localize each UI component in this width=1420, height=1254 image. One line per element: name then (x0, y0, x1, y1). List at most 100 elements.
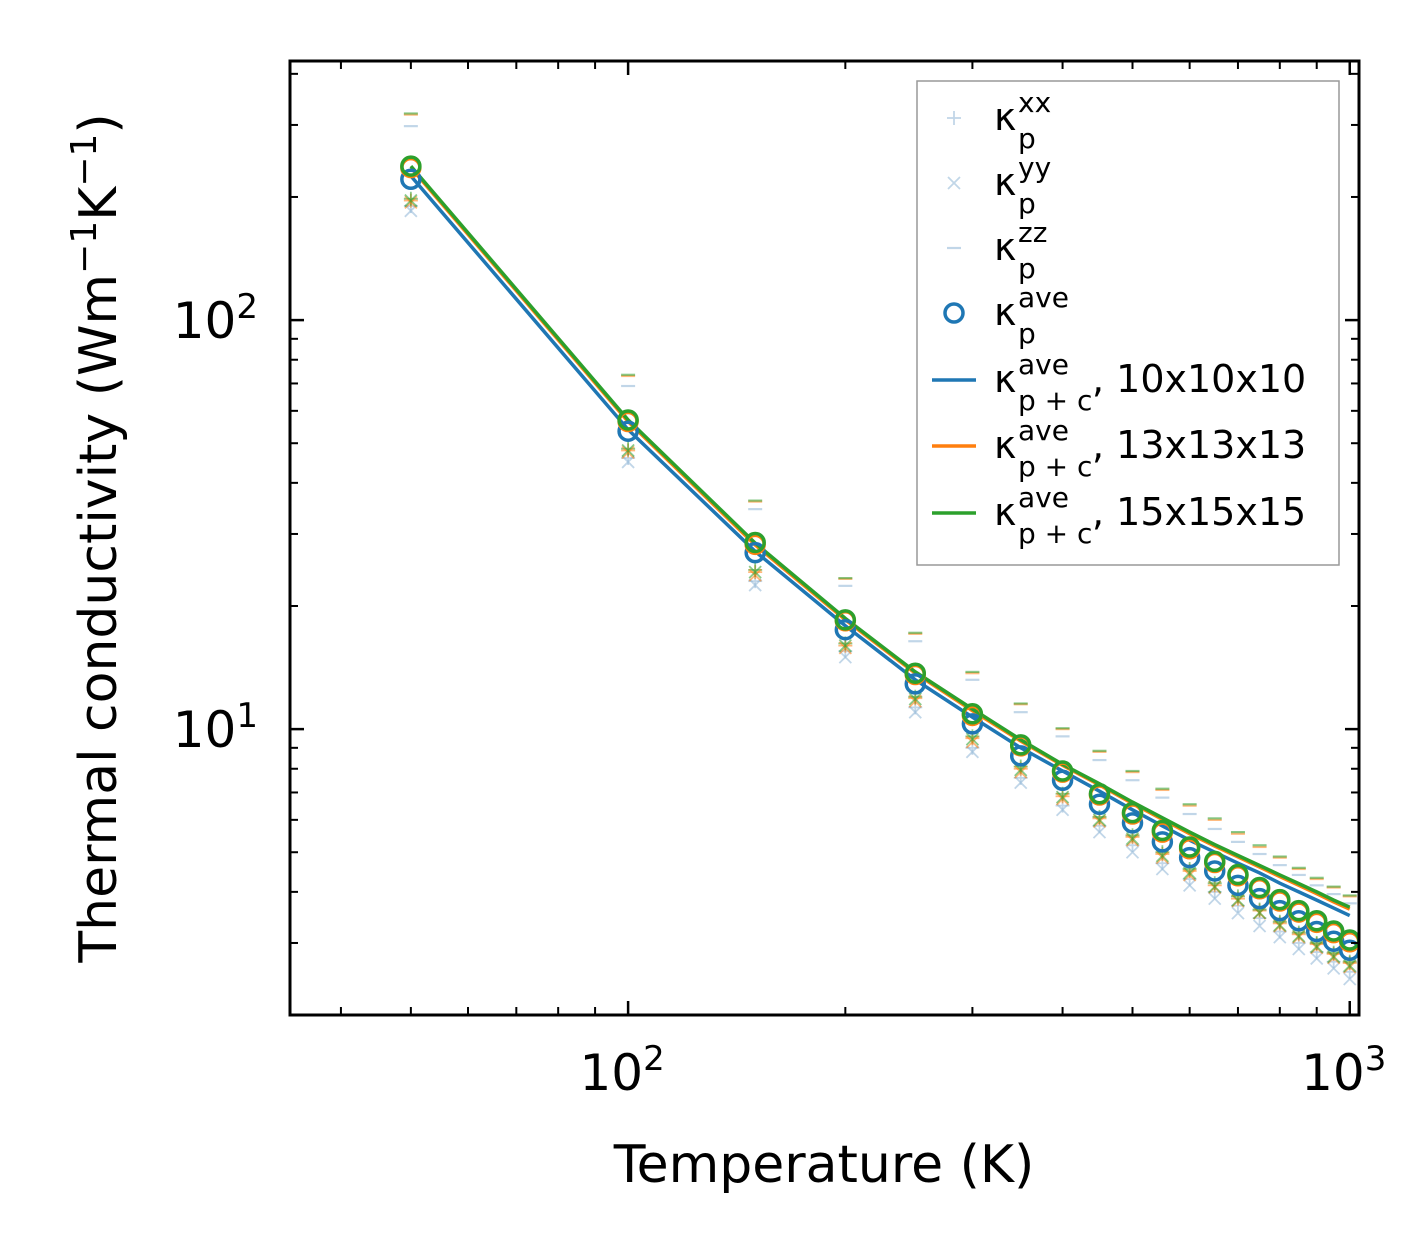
legend-label-symbol: κ (994, 490, 1016, 534)
kappa_p_yy-point (748, 565, 762, 579)
kappa-ave-point-10x10x10 (744, 541, 766, 564)
kappa-ave-point-10x10x10 (904, 673, 927, 695)
kappa_p_yy-point (748, 578, 762, 592)
kappa_p_yy-point (621, 443, 635, 458)
legend-label-sup: yy (1018, 151, 1051, 184)
kappa-ave-point-10x10x10 (1009, 745, 1032, 767)
kappa_p_yy-point (1155, 851, 1170, 865)
y-tick-label-exp: 1 (236, 696, 258, 736)
plot-frame (288, 59, 1361, 1017)
y-axis-label-main: Thermal conductivity (Wm (69, 274, 129, 964)
legend-label-suffix: , 13x13x13 (1092, 423, 1306, 467)
legend-label-symbol: κ (994, 423, 1016, 467)
line-15x15x15 (409, 164, 1351, 909)
legend-label-sup: ave (1018, 414, 1069, 447)
legend-label-sub: p (1018, 122, 1036, 155)
kappa_p_yy-point (1055, 803, 1070, 817)
legend-label: κzz p (994, 216, 1047, 285)
legend-label-sub: p + c (1018, 384, 1092, 417)
kappa_p_yy-point (1092, 814, 1107, 828)
legend-label-suffix: , 15x15x15 (1092, 490, 1306, 534)
kappa_p_yy-point (404, 193, 418, 208)
y-axis-label-exp-2: −1 (64, 134, 105, 187)
legend-label: κave p + c, 10x10x10 (994, 348, 1306, 417)
kappa-ave-point-10x10x10 (1203, 860, 1226, 882)
kappa-ave-point-10x10x10 (1248, 887, 1271, 910)
kappa_p_yy-point (838, 638, 852, 653)
legend-entry: κzz p (947, 216, 1047, 285)
kappa_p_yy-point (1055, 790, 1070, 804)
legend-label-sup: zz (1018, 216, 1047, 249)
kappa-ave-point-10x10x10 (1178, 846, 1201, 869)
legend-label-sup: ave (1018, 481, 1069, 514)
legend-entry: κxx p (947, 86, 1051, 155)
kappa_p_yy-point (1208, 879, 1222, 894)
legend-label-sup: ave (1018, 348, 1069, 381)
kappa_p_yy-point (621, 445, 635, 459)
legend-label-sub: p + c (1018, 450, 1092, 483)
legend-label-symbol: κ (994, 225, 1016, 269)
kappa-ave-point-15x15x15 (1305, 909, 1328, 932)
kappa-ave-point-15x15x15 (1151, 819, 1174, 842)
kappa_p_yy-point (1183, 866, 1197, 880)
legend-label-sub: p (1018, 252, 1036, 285)
kappa_p_yy-point (908, 694, 922, 708)
kappa_p_yy-point (1014, 775, 1028, 790)
y-tick-label: 101 (173, 696, 258, 759)
legend-label: κave p + c, 15x15x15 (994, 481, 1306, 550)
legend-label-symbol: κ (994, 95, 1016, 139)
kappa_p_yy-point (1310, 951, 1324, 966)
kappa-ave-point-15x15x15 (1269, 888, 1291, 911)
kappa_p_yy-point (908, 692, 922, 706)
kappa-ave-point-15x15x15 (1227, 863, 1249, 886)
x-tick-label-base: 10 (1301, 1044, 1365, 1102)
kappa-ave-point-15x15x15 (1051, 760, 1074, 782)
kappa-ave-point-15x15x15 (1288, 899, 1310, 922)
legend-label: κave p (994, 281, 1069, 350)
kappa_p_yy-point (1092, 825, 1107, 839)
kappa_p_yy-point (1231, 893, 1245, 907)
kappa-ave-point-15x15x15 (904, 662, 927, 684)
kappa-ave-point-10x10x10 (1151, 831, 1174, 853)
x-tick-label-base: 10 (579, 1044, 643, 1102)
legend-label: κyy p (994, 151, 1051, 220)
legend-label-symbol: κ (994, 357, 1016, 401)
kappa-ave-point-10x10x10 (1088, 793, 1111, 816)
legend-marker-swatch (947, 111, 961, 125)
y-tick-label: 102 (173, 287, 258, 350)
legend-label: κave p + c, 13x13x13 (994, 414, 1306, 483)
kappa_p_yy-point (1292, 942, 1306, 956)
kappa_p_yy-point (1055, 792, 1070, 806)
kappa-ave-point-15x15x15 (1322, 920, 1345, 942)
x-tick-label-exp: 3 (1365, 1039, 1387, 1079)
x-tick-label: 103 (1301, 1039, 1386, 1102)
kappa_p_yy-point (1273, 930, 1287, 944)
kappa-ave-point-15x15x15 (1121, 801, 1144, 824)
kappa_p_yy-point (1343, 972, 1357, 986)
kappa_p_yy-point (1252, 919, 1267, 933)
kappa-ave-point-10x10x10 (1051, 769, 1074, 791)
kappa-ave-point-15x15x15 (1248, 876, 1271, 899)
kappa_p_yy-point (1343, 960, 1357, 974)
legend-label-sup: xx (1018, 86, 1051, 119)
kappa-ave-point-10x10x10 (400, 168, 422, 190)
kappa-ave-point-15x15x15 (1203, 850, 1226, 873)
kappa-ave-point-15x15x15 (1088, 782, 1111, 805)
legend-entry: κave p + c, 13x13x13 (932, 414, 1306, 483)
kappa-ave-point-15x15x15 (744, 531, 766, 554)
kappa_p_yy-point (621, 455, 635, 469)
legend-entry: κave p (943, 281, 1069, 350)
legend-label-sub: p (1018, 187, 1036, 220)
legend-label-sub: p (1018, 317, 1036, 350)
kappa_p_yy-point (1292, 929, 1306, 943)
kappa-ave-point-10x10x10 (1121, 812, 1144, 834)
kappa_p_yy-point (404, 195, 418, 210)
kappa-ave-point-10x10x10 (1227, 874, 1249, 897)
kappa_p_yy-point (1327, 951, 1341, 965)
kappa-ave-point-10x10x10 (834, 618, 857, 641)
y-tick-label-base: 10 (173, 292, 237, 350)
kappa_p_yy-point (965, 732, 980, 746)
